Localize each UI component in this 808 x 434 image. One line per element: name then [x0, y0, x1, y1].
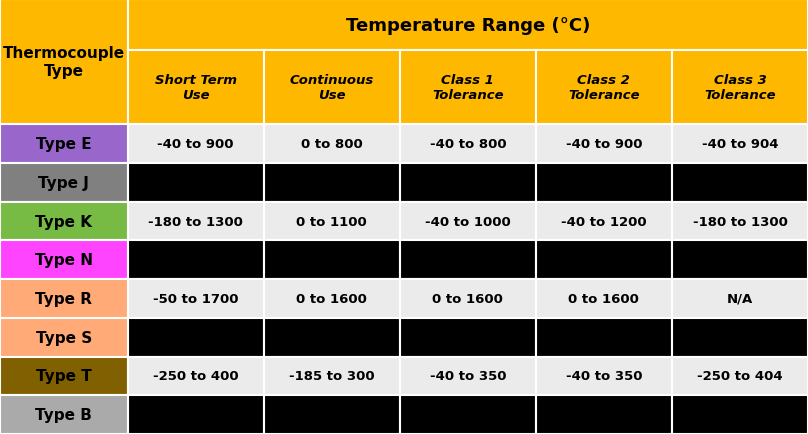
- Bar: [128, 51, 263, 125]
- Bar: [128, 0, 808, 51]
- Bar: [0, 202, 128, 241]
- Text: Type R: Type R: [36, 291, 92, 306]
- Bar: [128, 164, 263, 202]
- Text: N/A: N/A: [727, 293, 753, 305]
- Text: -180 to 1300: -180 to 1300: [148, 215, 243, 228]
- Text: Class 1
Tolerance: Class 1 Tolerance: [432, 74, 503, 102]
- Bar: [536, 164, 672, 202]
- Text: -250 to 400: -250 to 400: [153, 370, 238, 382]
- Bar: [536, 357, 672, 395]
- Text: Class 2
Tolerance: Class 2 Tolerance: [568, 74, 640, 102]
- Bar: [672, 357, 808, 395]
- Text: Class 3
Tolerance: Class 3 Tolerance: [704, 74, 776, 102]
- Bar: [128, 395, 263, 434]
- Bar: [400, 279, 536, 318]
- Bar: [672, 241, 808, 279]
- Text: Type N: Type N: [35, 253, 93, 268]
- Text: -40 to 350: -40 to 350: [566, 370, 642, 382]
- Text: -40 to 1000: -40 to 1000: [425, 215, 511, 228]
- Text: -180 to 1300: -180 to 1300: [692, 215, 788, 228]
- Bar: [128, 357, 263, 395]
- Bar: [536, 279, 672, 318]
- Text: Thermocouple
Type: Thermocouple Type: [2, 46, 125, 79]
- Bar: [128, 318, 263, 357]
- Bar: [400, 202, 536, 241]
- Text: -40 to 904: -40 to 904: [701, 138, 778, 151]
- Bar: [263, 125, 400, 164]
- Bar: [263, 51, 400, 125]
- Bar: [672, 164, 808, 202]
- Text: Temperature Range (°C): Temperature Range (°C): [346, 16, 590, 35]
- Text: -250 to 404: -250 to 404: [697, 370, 783, 382]
- Text: Type S: Type S: [36, 330, 92, 345]
- Bar: [0, 279, 128, 318]
- Bar: [400, 125, 536, 164]
- Bar: [263, 318, 400, 357]
- Bar: [536, 395, 672, 434]
- Bar: [536, 125, 672, 164]
- Text: -40 to 350: -40 to 350: [430, 370, 506, 382]
- Bar: [400, 395, 536, 434]
- Text: 0 to 1600: 0 to 1600: [569, 293, 639, 305]
- Bar: [263, 241, 400, 279]
- Bar: [0, 0, 128, 125]
- Text: -40 to 800: -40 to 800: [430, 138, 506, 151]
- Text: -185 to 300: -185 to 300: [289, 370, 375, 382]
- Text: -40 to 900: -40 to 900: [566, 138, 642, 151]
- Text: Continuous
Use: Continuous Use: [289, 74, 374, 102]
- Bar: [536, 51, 672, 125]
- Bar: [0, 318, 128, 357]
- Bar: [0, 395, 128, 434]
- Bar: [672, 279, 808, 318]
- Bar: [263, 357, 400, 395]
- Text: 0 to 1100: 0 to 1100: [297, 215, 367, 228]
- Text: Type E: Type E: [36, 137, 91, 152]
- Bar: [536, 241, 672, 279]
- Bar: [672, 202, 808, 241]
- Bar: [536, 202, 672, 241]
- Bar: [0, 357, 128, 395]
- Bar: [0, 164, 128, 202]
- Bar: [128, 202, 263, 241]
- Text: 0 to 800: 0 to 800: [301, 138, 363, 151]
- Bar: [536, 318, 672, 357]
- Bar: [263, 279, 400, 318]
- Bar: [672, 318, 808, 357]
- Text: -50 to 1700: -50 to 1700: [153, 293, 238, 305]
- Bar: [400, 164, 536, 202]
- Bar: [263, 202, 400, 241]
- Text: 0 to 1600: 0 to 1600: [432, 293, 503, 305]
- Text: Type T: Type T: [36, 368, 91, 384]
- Bar: [400, 241, 536, 279]
- Bar: [0, 125, 128, 164]
- Bar: [263, 395, 400, 434]
- Bar: [400, 318, 536, 357]
- Bar: [672, 395, 808, 434]
- Bar: [0, 241, 128, 279]
- Text: Type B: Type B: [36, 407, 92, 422]
- Bar: [672, 51, 808, 125]
- Text: 0 to 1600: 0 to 1600: [297, 293, 367, 305]
- Bar: [263, 164, 400, 202]
- Text: Type K: Type K: [36, 214, 92, 229]
- Bar: [128, 125, 263, 164]
- Text: Short Term
Use: Short Term Use: [154, 74, 237, 102]
- Bar: [672, 125, 808, 164]
- Text: -40 to 900: -40 to 900: [158, 138, 234, 151]
- Bar: [400, 357, 536, 395]
- Text: -40 to 1200: -40 to 1200: [561, 215, 646, 228]
- Bar: [128, 241, 263, 279]
- Text: Type J: Type J: [39, 175, 89, 191]
- Bar: [128, 279, 263, 318]
- Bar: [400, 51, 536, 125]
